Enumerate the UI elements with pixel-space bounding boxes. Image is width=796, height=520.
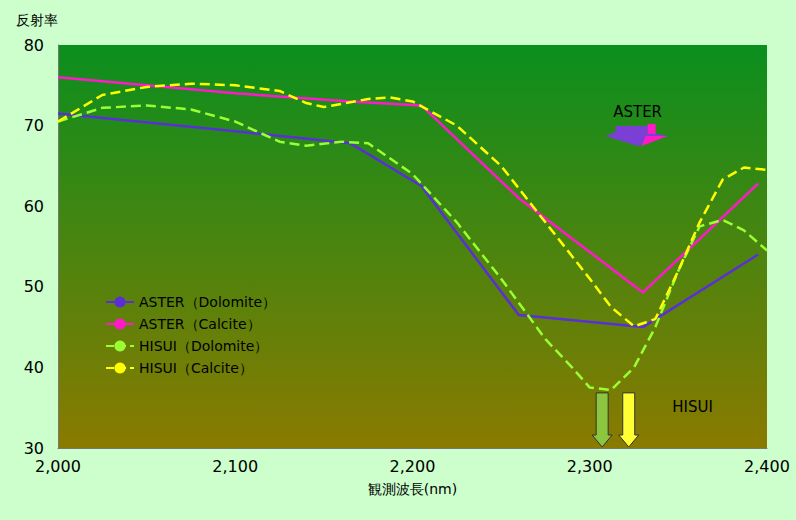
svg-text:2,100: 2,100 — [212, 457, 258, 476]
svg-text:40: 40 — [24, 358, 44, 377]
svg-text:2,300: 2,300 — [567, 457, 613, 476]
svg-text:HISUI（Dolomite）: HISUI（Dolomite） — [139, 338, 268, 354]
svg-text:2,000: 2,000 — [35, 457, 81, 476]
svg-text:ASTER（Calcite）: ASTER（Calcite） — [139, 316, 261, 332]
svg-text:80: 80 — [24, 36, 44, 55]
svg-text:70: 70 — [24, 116, 44, 135]
svg-text:30: 30 — [24, 439, 44, 458]
svg-text:2,400: 2,400 — [744, 457, 790, 476]
svg-text:60: 60 — [24, 197, 44, 216]
svg-text:反射率: 反射率 — [16, 12, 58, 28]
svg-text:ASTER（Dolomite）: ASTER（Dolomite） — [139, 294, 276, 310]
svg-text:HISUI（Calcite）: HISUI（Calcite） — [139, 360, 253, 376]
svg-text:ASTER: ASTER — [613, 103, 662, 121]
svg-text:観測波長(nm): 観測波長(nm) — [368, 481, 457, 497]
svg-text:HISUI: HISUI — [672, 398, 713, 416]
svg-text:50: 50 — [24, 277, 44, 296]
svg-text:2,200: 2,200 — [390, 457, 436, 476]
